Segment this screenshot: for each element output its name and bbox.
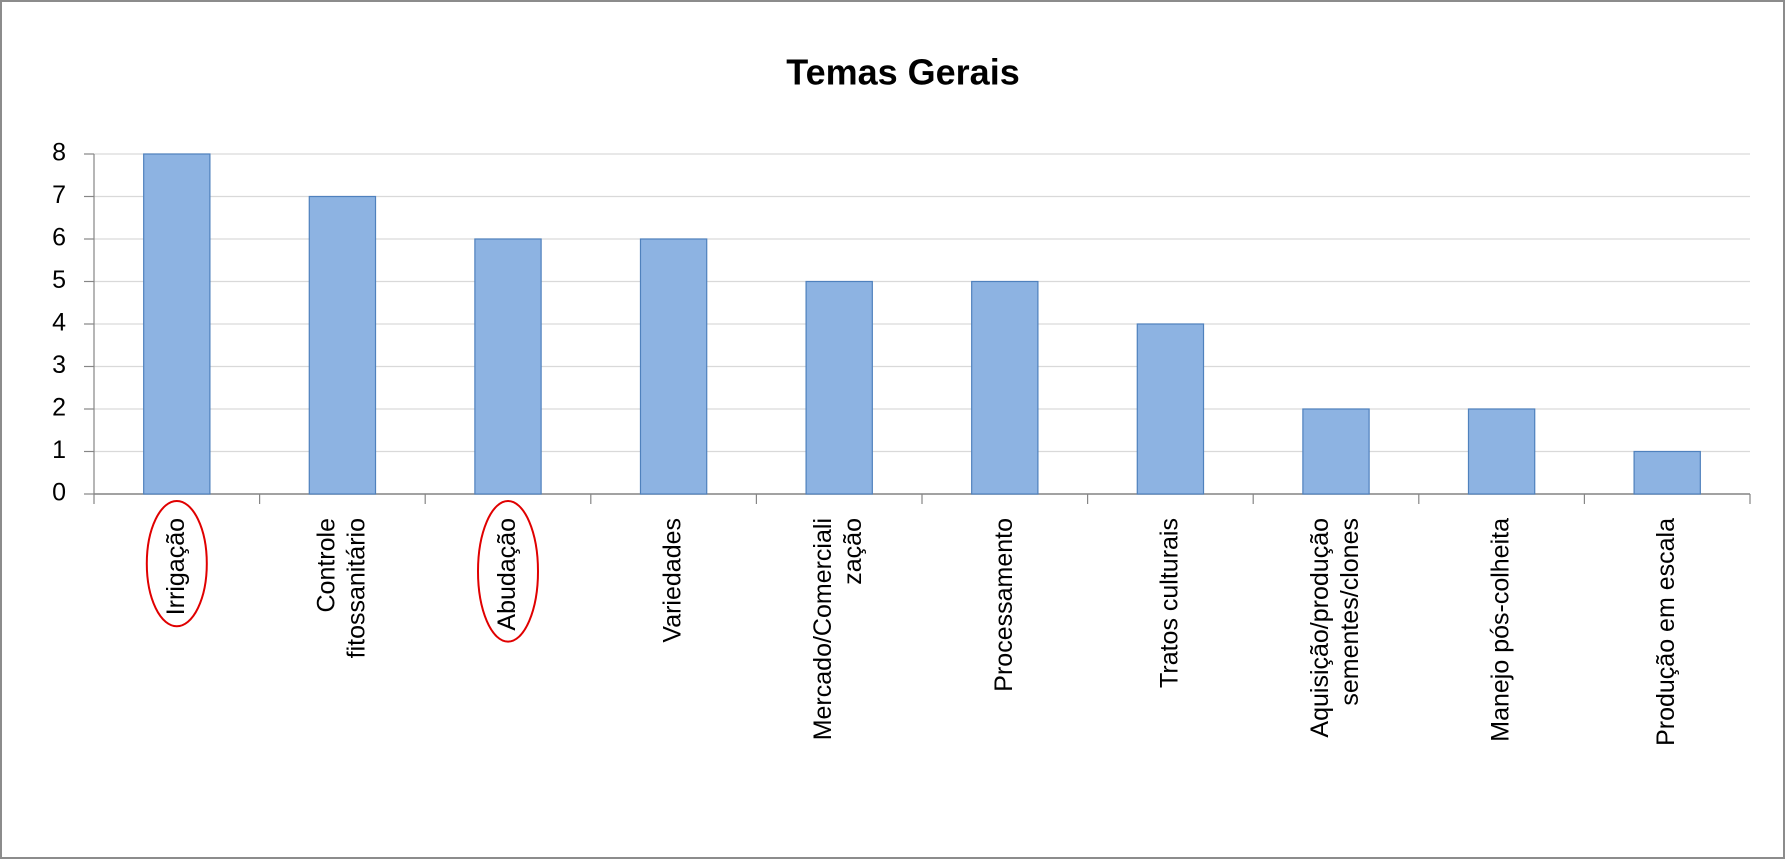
bar: [805, 280, 873, 495]
x-tick-label: Processamento: [989, 518, 1017, 692]
bar: [474, 238, 542, 495]
x-tick-label: Irrigação: [161, 518, 189, 615]
bar: [1633, 450, 1701, 495]
highlight-circle: [145, 500, 208, 628]
bar: [143, 153, 211, 495]
y-tick-label: 0: [52, 479, 66, 507]
x-tick-label: Variedades: [658, 518, 686, 643]
highlight-circle: [477, 500, 539, 643]
y-tick-label: 1: [52, 436, 66, 464]
chart-title: Temas Gerais: [786, 52, 1019, 93]
bar: [1136, 323, 1205, 495]
x-tick-label: Tratos culturais: [1155, 518, 1183, 688]
x-tick-label: Aquisição/produçãosementes/clones: [1306, 518, 1364, 738]
y-tick-label: 2: [52, 394, 66, 422]
bar: [1467, 408, 1536, 495]
y-tick-label: 4: [52, 309, 66, 337]
bar: [1302, 408, 1370, 495]
bar: [639, 238, 708, 495]
x-tick-label: Abudação: [493, 518, 521, 631]
y-tick-label: 3: [52, 351, 66, 379]
bar: [308, 195, 377, 495]
x-tick-label: Mercado/Comercialização: [809, 518, 867, 740]
x-tick-label: Produção em escala: [1652, 518, 1680, 746]
x-tick-label: Manejo pós-colheita: [1486, 518, 1514, 742]
y-tick-label: 5: [52, 266, 66, 294]
y-tick-label: 7: [52, 181, 66, 209]
x-tick-label: Controlefitossanitário: [312, 518, 370, 658]
y-tick-label: 6: [52, 224, 66, 252]
bar: [971, 280, 1039, 495]
y-tick-label: 8: [52, 139, 66, 167]
